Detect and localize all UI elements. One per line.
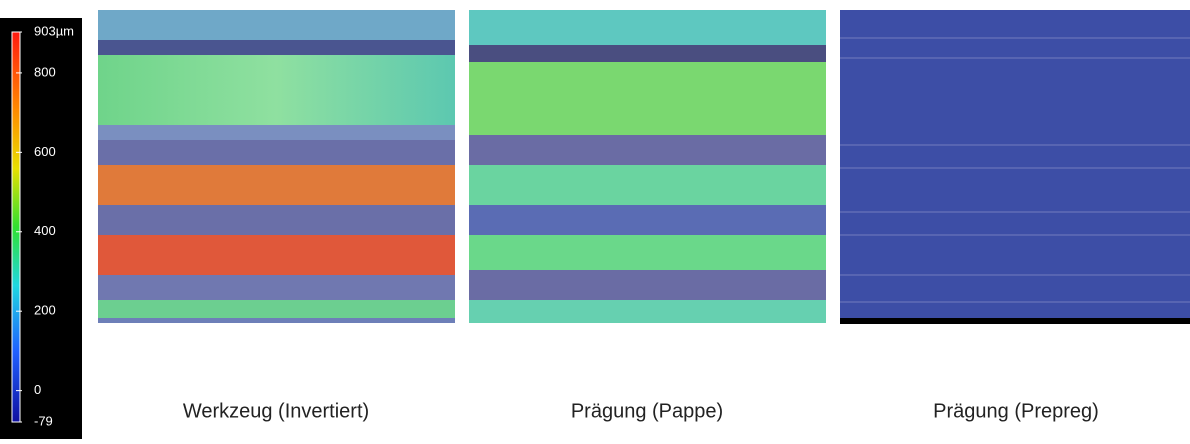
colorbar-tick-label: 0 xyxy=(34,382,41,397)
image-werkzeug xyxy=(98,10,455,323)
colorbar-tick-label: 200 xyxy=(34,303,56,318)
colorbar-tick-label: 600 xyxy=(34,144,56,159)
colorbar-tick-label: -79 xyxy=(34,413,53,428)
figure: 903µm 800 600 400 200 0 -79 Werkzeug (Invertier… xyxy=(0,0,1190,439)
colorbar-tick-label: 800 xyxy=(34,64,56,79)
colorbar-tick-label: 903µm xyxy=(34,23,74,38)
colorbar xyxy=(12,32,20,422)
image-pappe xyxy=(469,10,826,323)
image-prepreg xyxy=(840,10,1190,324)
caption: Prägung (Pappe) xyxy=(571,400,723,422)
caption: Prägung (Prepreg) xyxy=(933,400,1099,422)
colorbar-tick-label: 400 xyxy=(34,223,56,238)
caption: Werkzeug (Invertiert) xyxy=(183,400,369,422)
